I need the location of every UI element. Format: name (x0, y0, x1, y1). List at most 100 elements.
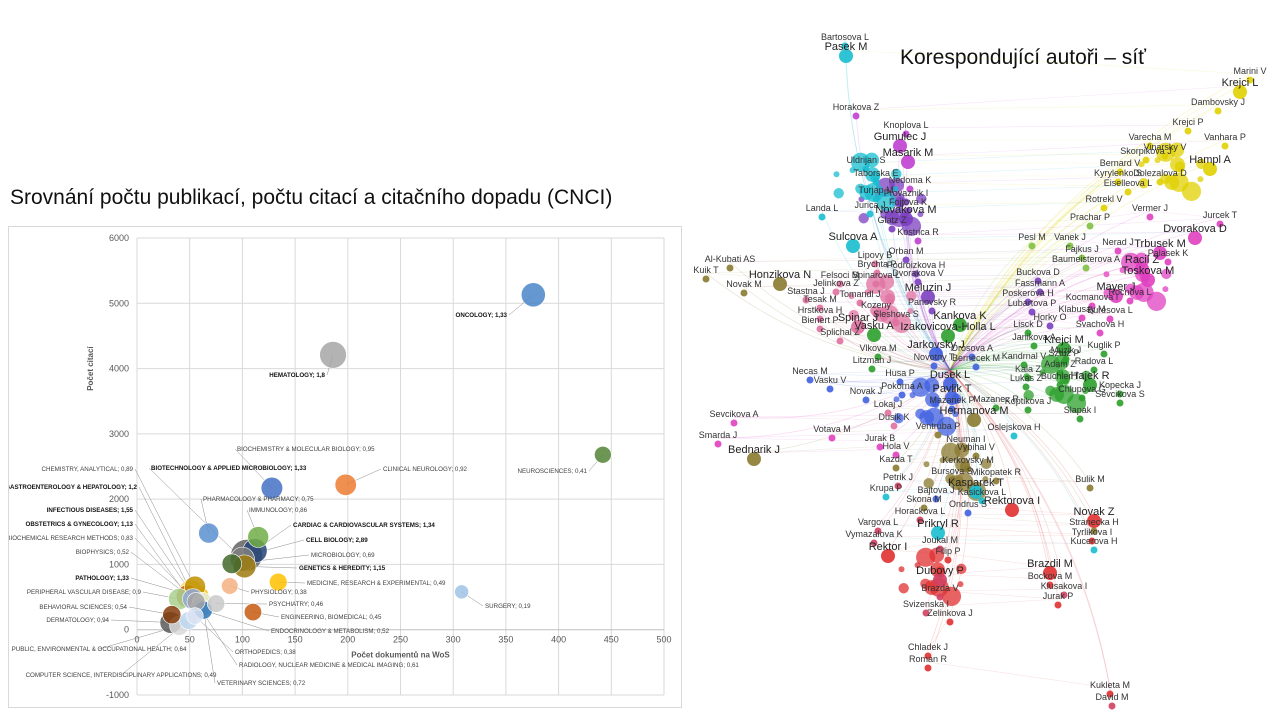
leader-line (134, 509, 193, 594)
network-node (1034, 277, 1042, 285)
network-author-label: Kopecka J (1099, 380, 1141, 390)
network-edge (937, 526, 1093, 536)
network-edge (949, 369, 1113, 701)
network-edge (939, 573, 1051, 580)
network-node (892, 319, 900, 327)
network-author-label: Fassmann A (1015, 278, 1065, 288)
network-edge (743, 273, 1149, 288)
network-node (925, 392, 940, 407)
network-node (836, 337, 844, 345)
network-edge (885, 490, 983, 496)
network-author-label: Turjap M (858, 185, 893, 195)
network-node (879, 304, 899, 324)
network-node (1103, 271, 1110, 278)
network-edge (949, 104, 1219, 371)
bubble (247, 526, 270, 548)
network-author-label: Kukleta M (1090, 680, 1130, 690)
network-node (872, 280, 880, 288)
network-node (1216, 220, 1224, 228)
network-node (921, 290, 935, 304)
network-node (924, 664, 932, 672)
network-edge (927, 615, 951, 651)
network-edge (949, 364, 1121, 389)
network-node (1083, 378, 1097, 392)
y-tick-label: 5000 (109, 298, 129, 308)
network-edge (917, 275, 951, 371)
network-edge (809, 373, 901, 377)
network-node (969, 485, 983, 499)
network-author-label: Nerad J (1102, 237, 1134, 247)
network-edge (967, 462, 997, 476)
network-edge (949, 285, 1041, 371)
network-node (967, 413, 981, 427)
network-author-label: Krejci L (1222, 77, 1259, 89)
network-author-label: Votava M (813, 424, 851, 434)
network-node (922, 609, 930, 617)
network-author-label: Brazda V (921, 583, 958, 593)
network-node (839, 49, 853, 63)
network-node (1233, 85, 1247, 99)
network-edge (831, 428, 939, 433)
network-author-label: Novotny T (914, 352, 955, 362)
network-edge (949, 326, 1101, 371)
network-node (1056, 369, 1064, 377)
network-edge (951, 402, 1029, 405)
network-author-label: Meluzin J (905, 282, 951, 294)
network-edge (1027, 371, 1061, 380)
network-edge (873, 369, 951, 538)
bubble-data-label: SURGERY; 0,19 (485, 603, 531, 610)
network-author-label: Buchler T (1041, 371, 1080, 381)
network-edge (845, 49, 1251, 75)
network-author-label: Brychta P (857, 259, 896, 269)
network-node (957, 581, 964, 588)
network-node (866, 210, 874, 218)
network-author-label: Palasek K (1148, 248, 1189, 258)
network-node (848, 310, 859, 321)
network-edge (951, 391, 997, 403)
network-author-label: Jelinkova Z (813, 278, 859, 288)
network-edge (949, 369, 983, 496)
network-node (901, 155, 915, 169)
network-author-label: Mikopatek R (971, 467, 1022, 477)
network-edge (967, 506, 1095, 516)
network-node (1087, 514, 1101, 528)
network-author-label: Oslejskova H (987, 422, 1040, 432)
network-node (992, 404, 1000, 412)
network-node (892, 464, 900, 472)
network-edge (927, 369, 962, 651)
network-edge (973, 412, 1081, 415)
network-node (1116, 399, 1124, 407)
network-author-label: Vanek J (1054, 232, 1086, 242)
network-node (871, 260, 879, 268)
network-edge (705, 272, 951, 371)
network-node (968, 353, 976, 361)
network-author-label: Knoplova L (883, 120, 928, 130)
network-node (870, 539, 878, 547)
network-author-label: Lubartova P (1008, 298, 1057, 308)
network-author-label: Tomandl J (839, 289, 880, 299)
network-node (1116, 168, 1124, 176)
leader-line (134, 523, 188, 597)
network-edge (949, 289, 1117, 371)
network-node (941, 329, 955, 343)
network-edge (949, 369, 967, 443)
network-nodes (702, 42, 1254, 710)
x-tick-label: 400 (551, 635, 566, 645)
network-node (1020, 361, 1028, 369)
network-node (890, 422, 898, 430)
network-author-label: Kandrnal V (1002, 351, 1047, 361)
bubble-data-label: MICROBIOLOGY; 0,69 (311, 552, 375, 559)
network-edge (949, 369, 1015, 431)
network-author-label: Rektor I (869, 541, 908, 553)
network-edge (917, 231, 1196, 236)
network-edge (753, 448, 897, 454)
network-edge (923, 501, 1013, 505)
leader-line (138, 486, 191, 592)
network-node (848, 293, 855, 300)
network-author-label: Hola V (882, 441, 909, 451)
network-author-label: Chlupova G (1058, 384, 1106, 394)
network-author-label: Rotrekl V (1085, 194, 1122, 204)
network-node (1114, 247, 1122, 255)
network-node (1154, 157, 1161, 164)
network-edge (923, 492, 937, 503)
